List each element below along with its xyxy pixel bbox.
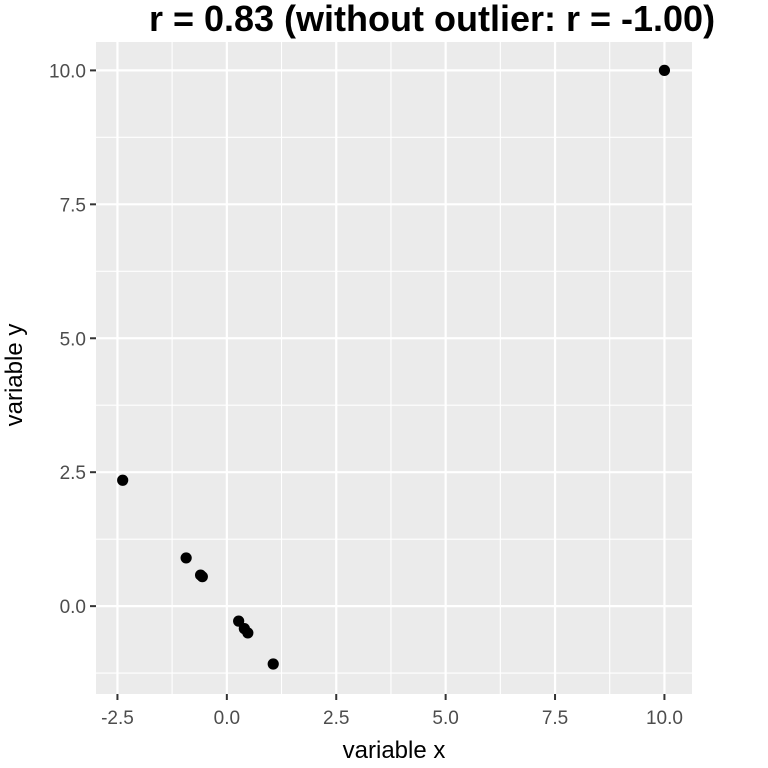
major-gridlines — [96, 42, 692, 694]
x-axis: -2.5 0.0 2.5 5.0 7.5 10.0 — [101, 694, 683, 729]
y-tick-label: 10.0 — [49, 61, 86, 82]
x-tick-label: 7.5 — [542, 708, 568, 729]
x-tick-label: 0.0 — [214, 708, 240, 729]
x-tick-label: 10.0 — [646, 708, 683, 729]
minor-gridlines — [96, 42, 692, 694]
y-tick-label: 5.0 — [60, 329, 86, 350]
data-point — [117, 474, 129, 486]
y-tick-label: 0.0 — [60, 597, 86, 618]
data-points — [117, 64, 671, 670]
x-tick-label: -2.5 — [101, 708, 134, 729]
y-axis: 0.0 2.5 5.0 7.5 10.0 — [49, 61, 96, 618]
x-tick-label: 2.5 — [323, 708, 349, 729]
data-point — [242, 627, 254, 639]
data-point — [658, 64, 671, 76]
chart-title: r = 0.83 (without outlier: r = -1.00) — [149, 0, 715, 39]
data-point — [196, 571, 208, 583]
y-tick-label: 7.5 — [60, 195, 86, 216]
y-axis-title: variable y — [1, 324, 28, 427]
data-point — [180, 552, 192, 564]
plot-panel — [96, 42, 692, 694]
x-tick-label: 5.0 — [432, 708, 458, 729]
data-point — [267, 658, 279, 670]
y-tick-label: 2.5 — [60, 463, 86, 484]
x-axis-title: variable x — [343, 737, 446, 764]
